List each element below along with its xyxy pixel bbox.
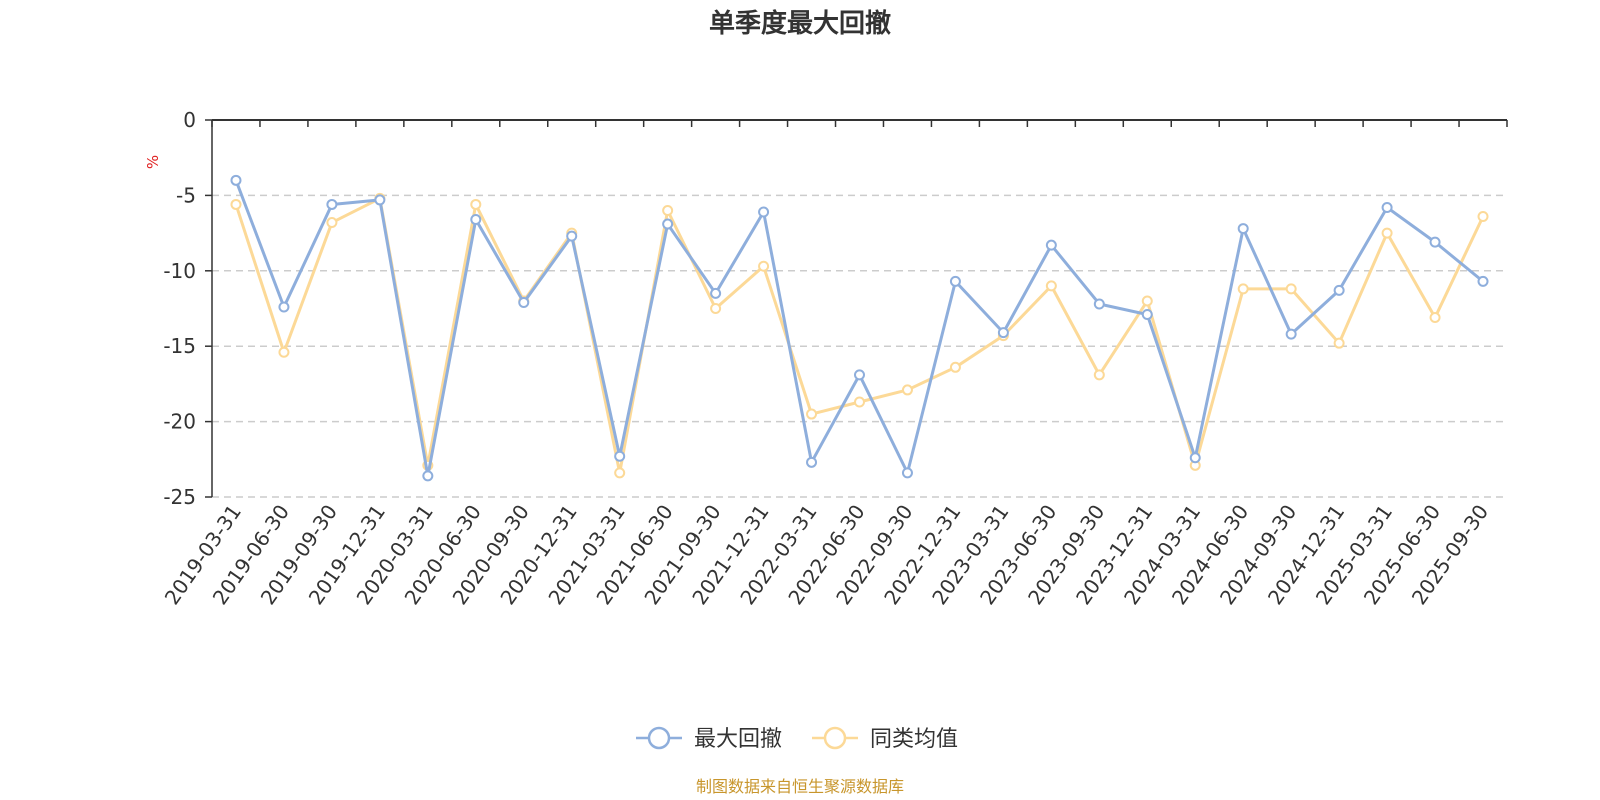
chart-title: 单季度最大回撤: [709, 8, 891, 39]
data-point: [1285, 328, 1297, 340]
legend-circle-icon: [823, 726, 847, 750]
data-point: [901, 384, 913, 396]
data-point: [662, 218, 674, 230]
data-point: [1093, 369, 1105, 381]
data-point: [1237, 223, 1249, 235]
data-point: [278, 346, 290, 358]
data-point: [901, 467, 913, 479]
data-point: [470, 214, 482, 226]
legend-circle-icon: [647, 726, 671, 750]
data-point: [566, 230, 578, 242]
data-point: [230, 198, 242, 210]
data-point: [1189, 452, 1201, 464]
legend-item[interactable]: 最大回撤: [636, 726, 782, 752]
legend-label: 最大回撤: [694, 727, 782, 752]
data-point: [518, 296, 530, 308]
data-point: [1381, 227, 1393, 239]
data-point: [422, 470, 434, 482]
y-tick-label: -10: [163, 259, 196, 283]
data-point: [1477, 275, 1489, 287]
data-point: [374, 194, 386, 206]
data-point: [1477, 211, 1489, 223]
legend[interactable]: 最大回撤 同类均值: [636, 726, 958, 752]
data-point: [1141, 309, 1153, 321]
data-point: [470, 198, 482, 210]
data-point: [1045, 239, 1057, 251]
data-point: [710, 287, 722, 299]
data-point: [1093, 298, 1105, 310]
data-point: [1237, 283, 1249, 295]
data-point: [806, 456, 818, 468]
data-point: [1141, 295, 1153, 307]
y-axis-ticks: 0 -5 -10 -15 -20 -25: [163, 108, 212, 509]
data-point: [854, 396, 865, 408]
data-point: [1381, 201, 1393, 213]
data-point: [614, 467, 626, 479]
data-point: [806, 408, 818, 420]
data-point: [230, 174, 242, 186]
legend-label: 同类均值: [870, 727, 958, 752]
data-point: [326, 198, 338, 210]
data-point: [614, 450, 626, 462]
series-group: [230, 174, 1489, 482]
data-point: [662, 204, 674, 216]
data-point: [1285, 283, 1297, 295]
data-point: [949, 361, 961, 373]
y-tick-label: -15: [163, 334, 196, 358]
x-axis-ticks: 2019-03-312019-06-302019-09-302019-12-31…: [160, 120, 1508, 609]
y-axis-unit: %: [144, 155, 162, 169]
data-point: [1045, 280, 1057, 292]
series-max-drawdown: [230, 174, 1489, 482]
y-tick-label: -25: [163, 485, 196, 509]
data-point: [997, 327, 1009, 339]
data-point: [1429, 236, 1441, 248]
data-point: [1429, 312, 1441, 324]
data-point: [854, 369, 865, 381]
data-point: [1333, 284, 1345, 296]
data-point: [949, 275, 961, 287]
data-point: [758, 206, 770, 218]
legend-item[interactable]: 同类均值: [812, 726, 958, 752]
data-point: [710, 303, 722, 314]
data-point: [326, 217, 338, 229]
source-note: 制图数据来自恒生聚源数据库: [696, 777, 904, 796]
y-tick-label: -20: [163, 410, 196, 434]
axes: [211, 119, 1507, 497]
y-tick-label: -5: [176, 183, 196, 207]
data-point: [758, 260, 770, 272]
data-point: [1333, 337, 1345, 349]
data-point: [278, 301, 290, 313]
y-tick-label: 0: [183, 108, 196, 132]
